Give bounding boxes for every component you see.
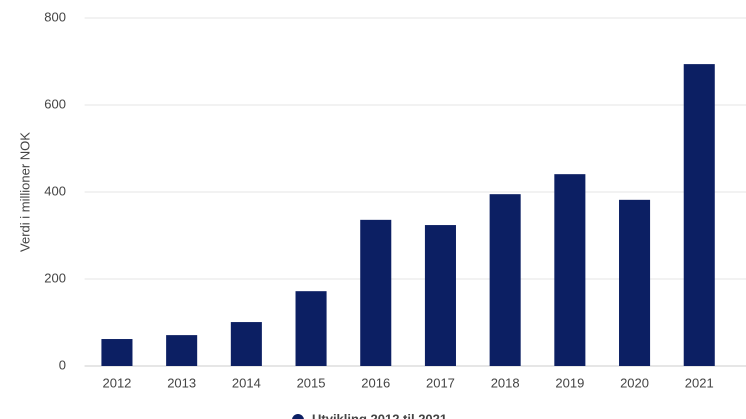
bar [230,322,262,366]
bar [489,194,521,366]
x-tick-label: 2017 [426,375,455,390]
y-axis-label: Verdi i millioner NOK [17,132,32,252]
y-tick-label: 400 [44,183,66,198]
y-tick-label: 200 [44,270,66,285]
bar [295,291,327,366]
legend-marker [292,414,304,419]
bar [424,225,456,366]
x-tick-label: 2014 [232,375,261,390]
x-tick-label: 2019 [555,375,584,390]
y-tick-label: 800 [44,9,66,24]
x-tick-label: 2016 [361,375,390,390]
x-tick-label: 2020 [620,375,649,390]
bar [166,335,198,366]
legend-label: Utvikling 2012 til 2021 [312,411,447,419]
x-tick-label: 2021 [685,375,714,390]
bar [101,339,133,366]
y-tick-label: 600 [44,96,66,111]
y-tick-label: 0 [59,357,66,372]
x-tick-label: 2013 [167,375,196,390]
x-tick-label: 2012 [102,375,131,390]
bar [683,64,715,367]
bar [554,174,586,366]
x-tick-label: 2015 [297,375,326,390]
bar [619,199,651,366]
bar [360,219,392,366]
x-tick-label: 2018 [491,375,520,390]
